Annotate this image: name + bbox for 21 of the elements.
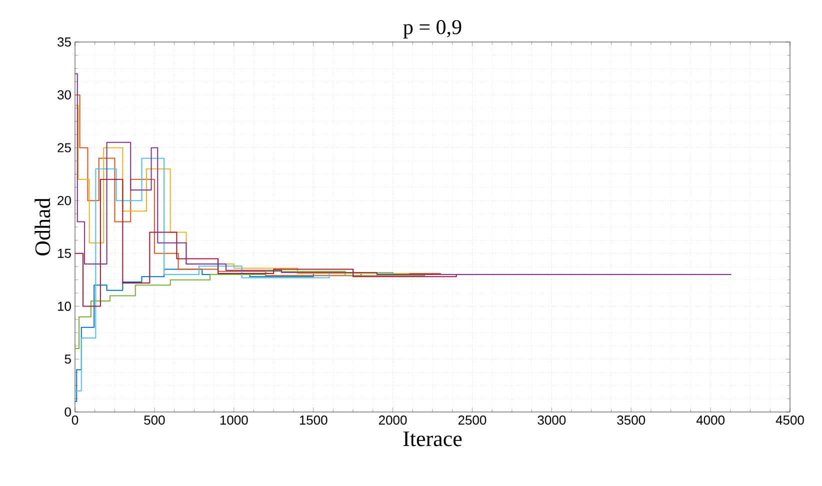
x-axis-title: Iterace bbox=[403, 432, 462, 446]
y-axis-title: Odhad bbox=[34, 198, 50, 256]
x-tick-label: 2500 bbox=[458, 416, 486, 425]
y-tick-label: 35 bbox=[58, 37, 71, 47]
y-tick-label: 30 bbox=[58, 90, 71, 100]
x-tick-label: 3000 bbox=[538, 416, 566, 425]
x-tick-label: 500 bbox=[144, 416, 165, 425]
x-tick-label: 3500 bbox=[617, 416, 646, 425]
y-tick-label: 10 bbox=[58, 302, 71, 311]
y-tick-label: 5 bbox=[64, 354, 71, 364]
x-tick-label: 4000 bbox=[696, 416, 725, 425]
y-tick-label: 20 bbox=[58, 196, 71, 206]
x-tick-label: 0 bbox=[72, 416, 78, 425]
x-tick-label: 1500 bbox=[300, 416, 328, 425]
x-tick-label: 4500 bbox=[776, 416, 804, 425]
x-tick-label: 1000 bbox=[220, 416, 248, 425]
y-tick-label: 15 bbox=[58, 248, 71, 258]
x-tick-label: 2000 bbox=[378, 416, 407, 425]
chart-title: p = 0,9 bbox=[403, 20, 462, 38]
y-tick-label: 0 bbox=[64, 407, 71, 417]
y-tick-label: 25 bbox=[58, 143, 71, 152]
